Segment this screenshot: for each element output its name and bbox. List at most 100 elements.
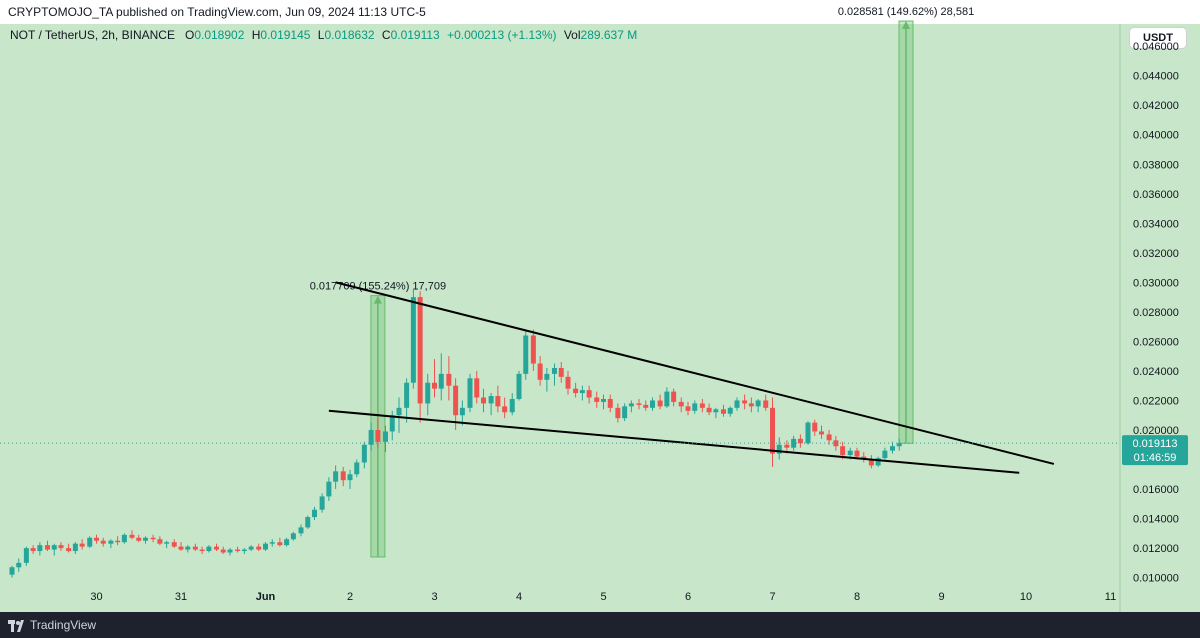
last-price-badge — [1122, 435, 1188, 466]
candle-body — [840, 446, 846, 456]
y-tick-label: 0.042000 — [1133, 100, 1179, 112]
candle-body — [664, 391, 670, 407]
symbol-legend: NOT / TetherUS, 2h, BINANCE O0.018902 H0… — [10, 28, 641, 42]
y-tick-label: 0.020000 — [1133, 425, 1179, 437]
last-price-countdown: 01:46:59 — [1134, 452, 1177, 464]
candle-body — [241, 549, 247, 552]
candle-body — [269, 542, 275, 544]
trendline-lower — [328, 409, 1020, 474]
candle-body — [79, 543, 85, 547]
volume-value: 289.637 M — [580, 28, 638, 42]
candle-body — [51, 545, 57, 550]
candle-body — [678, 401, 684, 407]
close-label: C — [381, 28, 391, 42]
candle-body — [129, 534, 135, 538]
candle-body — [488, 396, 494, 404]
candle-body — [875, 458, 881, 466]
symbol-name[interactable]: NOT / TetherUS, 2h, BINANCE — [10, 28, 175, 42]
candle-body — [643, 404, 649, 408]
high-value: 0.019145 — [260, 28, 311, 42]
candle-body — [636, 403, 642, 405]
candle-body — [467, 378, 473, 408]
candle-body — [502, 406, 508, 413]
y-tick-label: 0.026000 — [1133, 336, 1179, 348]
candle-body — [453, 385, 459, 416]
y-tick-label: 0.032000 — [1133, 248, 1179, 260]
low-value: 0.018632 — [324, 28, 375, 42]
candle-body — [192, 546, 198, 550]
y-tick-label: 0.016000 — [1133, 484, 1179, 496]
candle-body — [157, 539, 163, 544]
candle-body — [509, 398, 515, 413]
candle-body — [438, 373, 444, 389]
candle-body — [178, 546, 184, 550]
candle-body — [382, 431, 388, 442]
y-tick-label: 0.036000 — [1133, 189, 1179, 201]
candle-body — [784, 444, 790, 448]
candle-body — [227, 549, 233, 553]
x-tick-label: 31 — [175, 591, 187, 603]
candle-body — [213, 546, 219, 550]
close-value: 0.019113 — [390, 28, 440, 42]
volume-label: Vol — [563, 28, 581, 42]
candle-body — [115, 540, 121, 543]
candle-body — [375, 429, 381, 442]
candle-body — [699, 403, 705, 408]
candle-body — [847, 450, 853, 456]
candle-body — [896, 443, 902, 447]
candle-body — [333, 471, 339, 482]
candle-body — [44, 545, 50, 550]
candle-body — [819, 431, 825, 435]
footer-bar: TradingView — [0, 612, 1200, 638]
candle-body — [685, 406, 691, 411]
y-tick-label: 0.030000 — [1133, 277, 1179, 289]
candle-body — [100, 540, 106, 544]
chart-area[interactable] — [0, 24, 1200, 612]
candle-body — [706, 407, 712, 413]
candle-body — [671, 391, 677, 402]
candle-body — [474, 378, 480, 398]
candle-body — [23, 548, 29, 563]
candle-body — [87, 537, 93, 547]
x-tick-label: 8 — [854, 591, 860, 603]
candle-body — [537, 363, 543, 380]
candle-body — [565, 376, 571, 389]
candle-body — [121, 534, 127, 543]
high-label: H — [251, 28, 261, 42]
candle-body — [16, 562, 22, 568]
candle-body — [150, 537, 156, 540]
currency-button[interactable]: USDT — [1130, 28, 1186, 48]
candle-body — [882, 450, 888, 459]
publish-header: CRYPTOMOJO_TA published on TradingView.c… — [0, 0, 1200, 24]
footer-brand: TradingView — [30, 618, 97, 632]
candle-body — [854, 450, 860, 457]
candle-body — [776, 444, 782, 454]
candle-body — [108, 540, 114, 544]
candle-body — [94, 537, 99, 541]
candle-body — [805, 422, 811, 444]
publish-info: CRYPTOMOJO_TA published on TradingView.c… — [8, 5, 426, 19]
candle-body — [404, 382, 410, 408]
candle-body — [432, 382, 437, 389]
candle-body — [889, 446, 895, 451]
candle-body — [425, 382, 431, 404]
candle-body — [868, 459, 874, 466]
candle-body — [692, 403, 698, 411]
x-tick-label: 2 — [347, 591, 353, 603]
candle-body — [235, 549, 241, 552]
y-tick-label: 0.022000 — [1133, 395, 1179, 407]
candle-body — [748, 403, 754, 407]
candle-body — [622, 406, 628, 419]
candle-body — [72, 543, 78, 552]
y-tick-label: 0.038000 — [1133, 159, 1179, 171]
candle-body — [199, 549, 205, 552]
y-tick-label: 0.034000 — [1133, 218, 1179, 230]
candle-body — [248, 546, 254, 550]
candle-body — [812, 422, 818, 432]
candle-body — [833, 440, 839, 447]
candle-body — [256, 546, 262, 550]
candle-body — [354, 462, 360, 475]
open-label: O — [184, 28, 195, 42]
candle-body — [368, 429, 374, 445]
candle-body — [136, 537, 142, 541]
